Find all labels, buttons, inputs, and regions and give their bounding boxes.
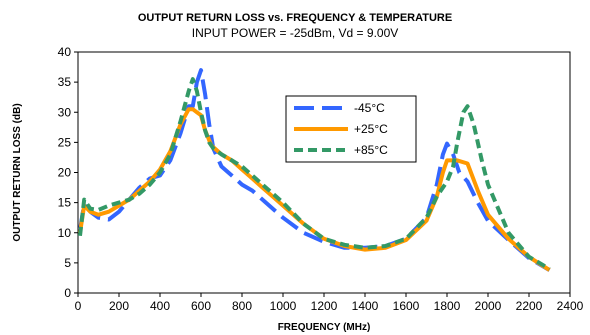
y-tick-label: 10	[58, 226, 72, 240]
x-tick-label: 1000	[270, 299, 297, 313]
y-tick-label: 30	[58, 105, 72, 119]
chart-title: OUTPUT RETURN LOSS vs. FREQUENCY & TEMPE…	[137, 12, 453, 24]
x-tick-label: 400	[150, 299, 170, 313]
x-axis-title: FREQUENCY (MHz)	[278, 322, 371, 333]
legend-label-1: +25°C	[354, 122, 388, 136]
x-tick-label: 1600	[393, 299, 420, 313]
series-line-2	[78, 77, 551, 271]
x-tick-label: 2000	[475, 299, 502, 313]
y-tick-label: 5	[64, 256, 71, 270]
legend-label-2: +85°C	[354, 143, 388, 157]
x-tick-label: 0	[75, 299, 82, 313]
x-tick-label: 1400	[352, 299, 379, 313]
x-tick-label: 1800	[434, 299, 461, 313]
y-tick-label: 20	[58, 166, 72, 180]
y-tick-label: 35	[58, 75, 72, 89]
x-tick-label: 600	[191, 299, 211, 313]
x-tick-label: 200	[109, 299, 129, 313]
x-tick-label: 2200	[516, 299, 543, 313]
x-tick-label: 2400	[557, 299, 584, 313]
series-line-0	[78, 68, 551, 272]
x-tick-label: 800	[232, 299, 252, 313]
y-tick-label: 0	[64, 286, 71, 300]
legend-label-0: -45°C	[354, 101, 385, 115]
series-line-1	[78, 107, 551, 272]
plot-frame	[77, 51, 571, 294]
y-tick-label: 25	[58, 135, 72, 149]
chart-subtitle: INPUT POWER = -25dBm, Vd = 9.00V	[191, 26, 399, 40]
y-axis-title: OUTPUT RETURN LOSS (dB)	[12, 103, 23, 241]
x-tick-label: 1200	[311, 299, 338, 313]
y-tick-label: 15	[58, 196, 72, 210]
y-tick-label: 40	[58, 45, 72, 59]
